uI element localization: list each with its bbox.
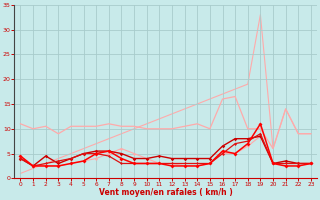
X-axis label: Vent moyen/en rafales ( km/h ): Vent moyen/en rafales ( km/h ) bbox=[99, 188, 233, 197]
